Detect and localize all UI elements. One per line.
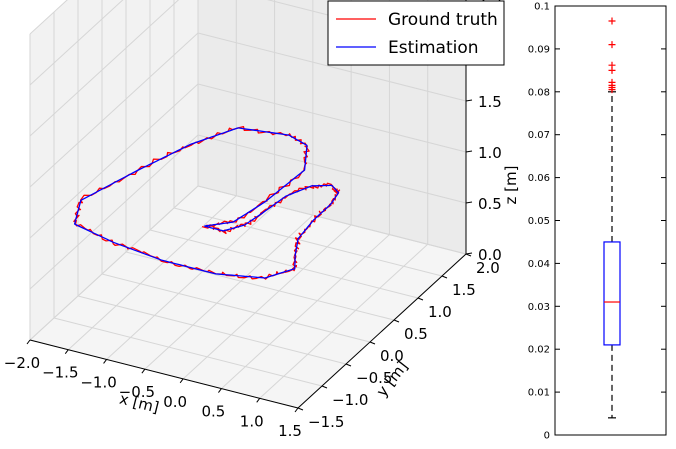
grid-line-x [259,243,429,399]
z-tick-label: 0.5 [478,195,502,213]
boxplot-tick-label: 0.08 [528,87,550,98]
y-tick [441,275,448,279]
y-tick-label: −0.5 [356,369,392,387]
x-tick [218,388,222,393]
estimation-line [73,127,340,279]
outlier-marker [608,17,616,25]
boxplot-tick-label: 0.04 [528,259,550,270]
pane-left [30,0,198,340]
trajectory-3d-plot: −2.0−1.5−1.0−0.50.00.51.01.5 −1.5−1.0−0.5… [4,0,520,440]
outlier-marker [608,41,616,49]
y-tick [321,385,328,389]
grid-line-z [197,32,467,102]
boxplot-marks [603,17,621,419]
pane-floor [30,186,466,408]
error-boxplot: 0 0.01 0.02 0.03 0.04 0.05 0.06 0.07 0.08 0.09 0.1 [528,2,667,442]
boxplot-ticks: 0 0.01 0.02 0.03 0.04 0.05 0.06 0.07 0.08 0.09 0.1 [528,2,666,442]
trajectory-lines [73,125,341,280]
grid-line-z [29,185,199,341]
grid-line-z [197,185,467,255]
grid-line-y [149,229,419,299]
z-tick [465,201,473,204]
grid-line-x [67,195,237,351]
y-tick-label: 1.0 [428,303,452,321]
grid-line-z [197,134,467,204]
y-tick [369,341,376,345]
boxplot-tick-label: 0.03 [528,302,550,313]
x-tick [294,407,299,413]
z-tick-label: 1.5 [478,93,502,111]
z-tick [465,252,473,255]
outlier-marker [608,66,616,74]
grid-line-x [221,234,390,389]
x-tick-label: 0.0 [163,393,187,411]
boxplot-tick-label: 0.01 [528,388,550,399]
x-tick-label: 1.5 [278,422,302,440]
z-tick [465,150,473,153]
boxplot-tick-label: 0.05 [528,216,550,227]
x-tick-label: −2.0 [4,354,40,372]
x-tick-label: 1.0 [240,412,264,430]
grid-line-z [29,134,199,290]
z-tick [465,99,473,102]
legend-frame [327,0,505,66]
boxplot-tick-label: 0.07 [528,130,550,141]
boxplot-tick-label: 0 [544,431,550,442]
grid-line-y [53,317,323,387]
boxplot-tick-label: 0.1 [534,2,550,13]
grid-line-x [106,205,275,360]
y-tick [345,363,352,367]
y-tick-label: −1.5 [308,413,344,431]
grid-line-y [173,207,443,277]
x-tick [179,378,184,384]
outlier-marker [608,86,616,94]
z-axis-label: z [m] [502,166,520,205]
y-tick-label: 1.5 [452,281,476,299]
y-tick [393,319,400,323]
grid-line-z [197,83,467,153]
x-tick-label: −1.0 [80,373,116,391]
grid-line-z [29,32,199,188]
x-tick-label: −0.5 [119,383,155,401]
grid-line-x [182,224,352,380]
grid-line-y [77,295,347,365]
grid-line-z [29,0,180,137]
interquartile-box [603,241,621,346]
legend-label-ground-truth: Ground truth [388,10,498,30]
y-tick-label: 0.5 [404,325,428,343]
x-tick [256,397,261,403]
y-tick-label: 2.0 [476,259,500,277]
x-tick [141,368,146,374]
y-tick-label: −1.0 [332,391,368,409]
grid-line-z [29,0,124,86]
x-tick [26,339,31,345]
x-tick [103,359,107,364]
boxplot-tick-label: 0.09 [528,44,550,55]
y-tick [297,407,304,411]
y-axis-line [297,253,467,409]
z-tick-label: 0.0 [478,246,502,264]
y-tick-label: 0.0 [380,347,404,365]
grid-line-z [29,0,68,35]
y-tick [417,297,424,301]
x-tick [64,349,69,355]
legend: Ground truth Estimation [327,0,505,66]
boxplot-tick-label: 0.02 [528,345,550,356]
z-tick-label: 1.0 [478,144,502,162]
grid-line-y [101,273,371,343]
boxplot-tick-label: 0.06 [528,173,550,184]
x-axis-line [29,339,299,409]
grid-line-y [125,251,395,321]
x-tick-label: −1.5 [42,364,78,382]
x-tick-label: 0.5 [201,403,225,421]
grid-line-x [144,214,314,370]
grid-line-z [29,83,199,239]
legend-label-estimation: Estimation [388,38,479,58]
